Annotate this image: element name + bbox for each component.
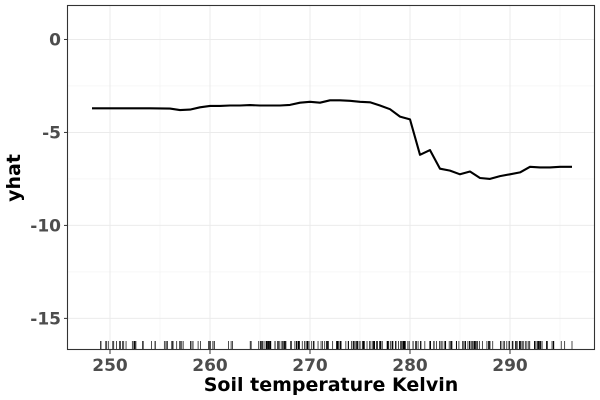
x-tick-label: 260 (192, 356, 228, 376)
y-axis-title: yhat (3, 154, 25, 202)
x-tick-label: 280 (392, 356, 428, 376)
y-tick-label: -15 (30, 309, 61, 329)
y-tick-label: -10 (30, 216, 61, 236)
x-axis-ticks: 250 260 270 280 290 (92, 350, 528, 376)
rug-ticks (100, 341, 573, 350)
y-axis-ticks: 0 -5 -10 -15 (30, 30, 68, 329)
x-tick-label: 270 (292, 356, 328, 376)
x-axis-title: Soil temperature Kelvin (204, 374, 459, 396)
series-layer (92, 99, 572, 180)
grid-lines (68, 6, 594, 350)
y-tick-label: 0 (49, 30, 61, 50)
x-tick-label: 290 (492, 356, 528, 376)
series-line (92, 99, 572, 180)
y-tick-label: -5 (42, 123, 61, 143)
plot-panel-border (66, 4, 596, 351)
x-tick-label: 250 (92, 356, 128, 376)
